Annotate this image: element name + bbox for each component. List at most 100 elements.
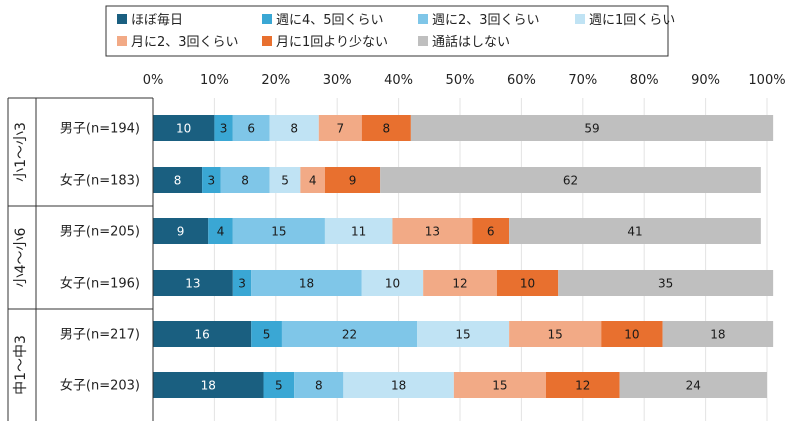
data-label: 15: [548, 328, 563, 342]
bar-segment: [423, 270, 497, 296]
data-label: 18: [391, 379, 406, 393]
x-tick-label: 80%: [630, 73, 659, 88]
data-label: 15: [455, 328, 470, 342]
x-tick-label: 0%: [143, 73, 164, 88]
data-label: 16: [194, 328, 209, 342]
data-label: 10: [520, 277, 535, 291]
row-label: 女子(n=196): [60, 276, 140, 292]
bar-segment: [153, 321, 252, 347]
bar-segment: [472, 218, 510, 244]
group-label: 小4〜小6: [13, 228, 29, 288]
bar-segment: [232, 115, 270, 141]
bar-segment: [324, 167, 381, 193]
bar-segment: [251, 270, 362, 296]
legend-swatch-3: [418, 14, 428, 24]
bar-segment: [558, 270, 774, 296]
data-label: 13: [185, 277, 200, 291]
data-label: 62: [563, 174, 578, 188]
data-label: 5: [263, 328, 271, 342]
bar-segment: [361, 115, 411, 141]
bar-segment: [232, 218, 325, 244]
data-label: 35: [658, 277, 673, 291]
row-label: 男子(n=205): [60, 225, 140, 240]
bar-segment: [269, 115, 319, 141]
data-label: 6: [487, 225, 495, 239]
row-labels: 男子(n=194) 女子(n=183) 男子(n=205) 女子(n=196) 男子(n…: [7, 97, 154, 421]
data-label: 4: [309, 174, 317, 188]
data-label: 24: [686, 379, 701, 393]
row-label: 女子(n=183): [60, 173, 140, 189]
x-tick-label: 10%: [200, 73, 229, 88]
legend-label-4: 週に1回くらい: [589, 13, 675, 28]
bar-segment: [202, 167, 221, 193]
bar-segment: [380, 167, 761, 193]
data-label: 8: [315, 379, 323, 393]
row-label: 男子(n=217): [60, 328, 140, 343]
bar-segment: [220, 167, 270, 193]
data-label: 15: [271, 225, 286, 239]
bar-segment: [294, 372, 344, 398]
data-label: 59: [584, 122, 599, 136]
data-label: 22: [342, 328, 357, 342]
bar-segment: [318, 115, 362, 141]
bars: 10 3 6 8 7 8 59 8 3 8 5 4 9 62 9 4 15 11 13 6 41 13 3 18 10 12 10 3…: [153, 115, 774, 398]
bar-segment: [601, 321, 663, 347]
x-tick-label: 60%: [507, 73, 536, 88]
data-label: 3: [238, 277, 246, 291]
legend-swatch-2: [262, 14, 272, 24]
data-label: 3: [220, 122, 228, 136]
legend-swatch-1: [117, 14, 127, 24]
data-label: 7: [336, 122, 344, 136]
legend-label-5: 月に2、3回くらい: [131, 35, 239, 50]
legend-swatch-4: [575, 14, 585, 24]
legend-swatch-6: [262, 36, 272, 46]
x-tick-label: 70%: [568, 73, 597, 88]
bar-segment: [153, 115, 215, 141]
x-tick-label: 100%: [748, 73, 785, 88]
data-label: 10: [624, 328, 639, 342]
bar-segment: [281, 321, 418, 347]
data-label: 8: [241, 174, 249, 188]
data-label: 41: [627, 225, 642, 239]
bar-segment: [392, 218, 473, 244]
bar-segment: [208, 218, 233, 244]
legend-swatch-7: [418, 36, 428, 46]
bar-segment: [509, 218, 761, 244]
x-tick-label: 20%: [261, 73, 290, 88]
bar-segment: [232, 270, 252, 296]
legend-label-7: 通話はしない: [432, 34, 510, 50]
group-label: 中1〜中3: [13, 335, 29, 395]
data-label: 18: [299, 277, 314, 291]
row-label: 女子(n=203): [60, 378, 140, 394]
bar-segment: [619, 372, 767, 398]
data-label: 8: [290, 122, 298, 136]
x-axis-ticks: 0% 10% 20% 30% 40% 50% 60% 70% 80% 90% 100%: [143, 73, 786, 88]
data-label: 4: [217, 225, 225, 239]
bar-segment: [214, 115, 233, 141]
x-tick-label: 40%: [384, 73, 413, 88]
bar-segment: [343, 372, 454, 398]
bar-segment: [496, 270, 559, 296]
x-tick-label: 50%: [446, 73, 475, 88]
legend-swatch-5: [117, 36, 127, 46]
data-label: 5: [275, 379, 283, 393]
bar-segment: [251, 321, 282, 347]
group-label: 小1〜小3: [13, 122, 29, 182]
legend-frame: [105, 5, 669, 57]
data-label: 15: [492, 379, 507, 393]
legend-label-1: ほぼ毎日: [131, 12, 183, 28]
data-label: 10: [385, 277, 400, 291]
legend-label-2: 週に4、5回くらい: [276, 13, 384, 28]
x-tick-label: 90%: [691, 73, 720, 88]
data-label: 3: [208, 174, 216, 188]
bar-segment: [361, 270, 424, 296]
data-label: 6: [247, 122, 255, 136]
bar-segment: [453, 372, 546, 398]
data-label: 10: [176, 122, 191, 136]
bar-segment: [410, 115, 774, 141]
bar-segment: [545, 372, 620, 398]
data-label: 8: [382, 122, 390, 136]
data-label: 18: [201, 379, 216, 393]
